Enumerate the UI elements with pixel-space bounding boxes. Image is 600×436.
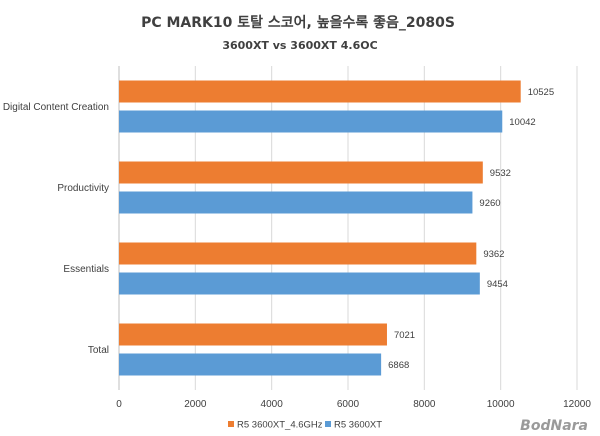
legend: R5 3600XT_4.6GHz R5 3600XT	[228, 420, 382, 431]
legend-swatch	[325, 421, 331, 427]
category-label: Productivity	[57, 183, 109, 194]
data-label: 9532	[490, 168, 511, 179]
bar	[119, 323, 387, 346]
data-label: 9362	[483, 249, 504, 260]
bar	[119, 191, 473, 214]
data-label: 9260	[479, 198, 500, 209]
bar	[119, 353, 382, 376]
bar	[119, 242, 477, 265]
x-tick-label: 2000	[184, 399, 207, 410]
bar	[119, 161, 483, 184]
category-label: Digital Content Creation	[3, 102, 109, 113]
data-label: 7021	[394, 330, 415, 341]
legend-label: R5 3600XT	[334, 420, 382, 431]
data-label: 9454	[487, 279, 508, 290]
x-axis-ticks: 0 2000 4000 6000 8000 10000 12000	[116, 399, 591, 410]
watermark-logo: BodNara	[520, 418, 588, 434]
x-tick-label: 12000	[563, 399, 591, 410]
bar	[119, 272, 480, 295]
x-tick-label: 0	[116, 399, 122, 410]
x-tick-label: 10000	[487, 399, 515, 410]
category-label: Essentials	[63, 264, 109, 275]
data-label: 10042	[509, 117, 535, 128]
bars: 10525 10042 9532 9260 9362 9454 7021 6868	[119, 80, 554, 376]
legend-swatch	[228, 421, 234, 427]
y-axis-categories: Digital Content Creation Productivity Esse…	[3, 102, 109, 356]
legend-label: R5 3600XT_4.6GHz	[237, 420, 323, 431]
category-label: Total	[88, 345, 109, 356]
chart-title: PC MARK10 토탈 스코어, 높을수록 좋음_2080S	[141, 14, 455, 31]
x-tick-label: 4000	[261, 399, 284, 410]
data-label: 6868	[388, 360, 409, 371]
x-tick-label: 6000	[337, 399, 360, 410]
data-label: 10525	[528, 87, 554, 98]
chart-subtitle: 3600XT vs 3600XT 4.6OC	[222, 39, 377, 52]
x-tick-label: 8000	[413, 399, 436, 410]
bar	[119, 80, 521, 103]
bar	[119, 110, 503, 133]
